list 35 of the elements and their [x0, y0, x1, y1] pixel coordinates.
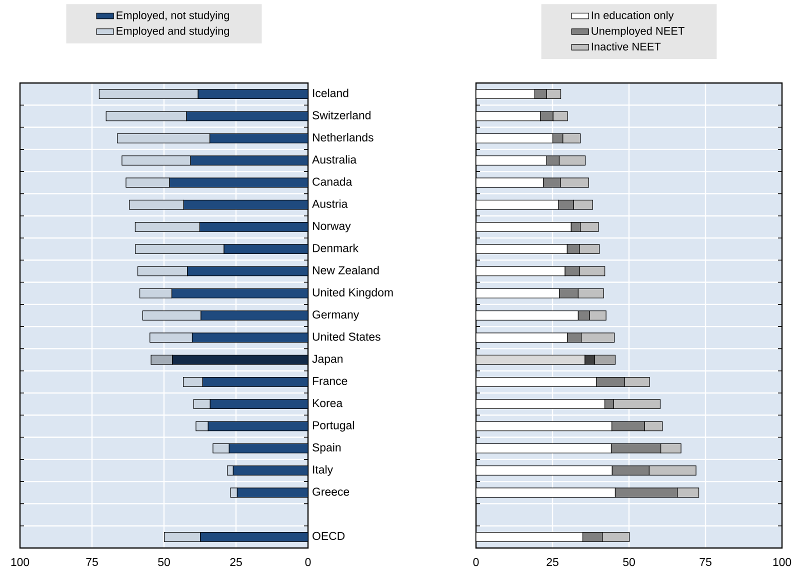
- x-tick-label: 75: [700, 558, 712, 566]
- legend-label: Employed and studying: [116, 26, 230, 37]
- y-tick-label: Portugal: [312, 420, 354, 432]
- y-tick-label: New Zealand: [312, 266, 379, 274]
- x-tick-label: 50: [158, 558, 170, 566]
- y-tick-label: Norway: [312, 222, 351, 232]
- y-tick-label: Japan: [312, 354, 342, 366]
- y-tick-label: OECD: [312, 532, 345, 540]
- y-tick-label: France: [312, 377, 348, 386]
- y-tick-label: Germany: [312, 310, 360, 321]
- y-tick-label: Austria: [312, 199, 348, 208]
- x-tick-label: 25: [546, 558, 558, 566]
- legend-label: In education only: [592, 11, 674, 22]
- x-tick-label: 0: [305, 558, 311, 566]
- y-tick-label: Canada: [312, 177, 352, 186]
- x-tick-label: 50: [623, 558, 635, 566]
- y-tick-label: Netherlands: [312, 133, 374, 142]
- y-tick-label: Spain: [312, 443, 341, 454]
- y-tick-label: Switzerland: [312, 110, 370, 120]
- y-tick-label: United States: [312, 332, 380, 341]
- y-tick-label: Australia: [312, 155, 357, 164]
- y-tick-label: United Kingdom: [312, 288, 393, 299]
- legend-label: Inactive NEET: [592, 42, 661, 50]
- x-tick-label: 100: [773, 558, 792, 566]
- y-tick-label: Denmark: [312, 244, 359, 252]
- legend-label: Unemployed NEET: [592, 26, 684, 37]
- y-tick-label: Korea: [312, 399, 343, 408]
- x-tick-label: 0: [473, 558, 479, 566]
- legend-label: Employed, not studying: [116, 11, 230, 22]
- x-tick-label: 75: [86, 558, 98, 566]
- x-tick-label: 25: [230, 558, 242, 566]
- x-tick-label: 100: [11, 558, 30, 566]
- y-tick-label: Greece: [312, 488, 350, 496]
- y-tick-label: Iceland: [313, 88, 348, 98]
- y-tick-label: Italy: [313, 465, 334, 476]
